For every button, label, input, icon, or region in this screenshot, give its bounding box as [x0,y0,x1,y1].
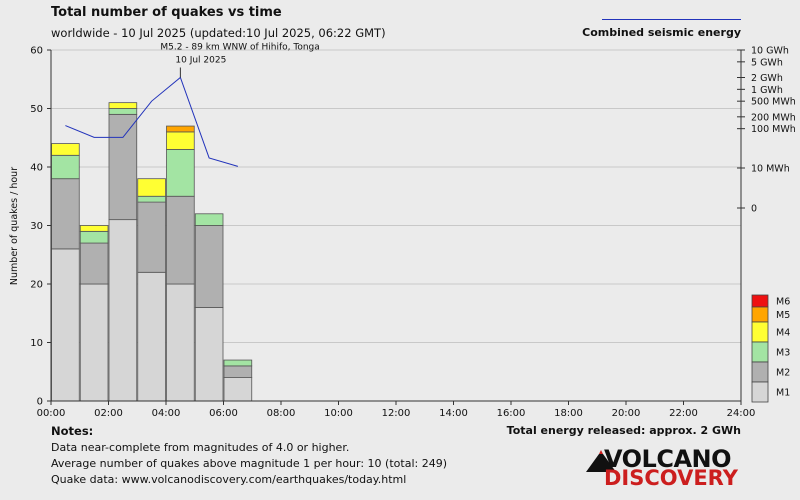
note-line: Quake data: www.volcanodiscovery.com/ear… [51,473,407,486]
energy-legend-line [602,19,741,20]
legend-swatch-m1 [751,381,769,403]
bar-segment-m1 [108,219,138,402]
bar-segment-m2 [166,195,195,285]
legend-swatch-m2 [751,361,769,383]
energy-tick-label: 200 MWh [751,112,796,123]
annotation-text: M5.2 - 89 km WNW of Hihifo, Tonga [160,42,319,52]
bar-segment-m3 [108,108,138,115]
bar-segment-m1 [137,271,166,402]
volcano-icon [586,450,616,472]
bar-segment-m4 [137,178,166,197]
y-tick-label: 0 [37,397,43,408]
energy-tick-label: 500 MWh [751,97,796,108]
energy-tick-label: 5 GWh [751,57,783,68]
chart-title: Total number of quakes vs time [51,5,282,20]
bar-segment-m3 [166,149,195,197]
legend-swatch-m4 [751,321,769,343]
bar-segment-m5 [166,125,195,133]
chart-subtitle: worldwide - 10 Jul 2025 (updated:10 Jul … [51,26,386,40]
bar-segment-m1 [223,377,253,402]
legend-label: M6 [776,297,790,308]
x-tick-label: 24:00 [727,408,756,419]
energy-tick-label: 2 GWh [751,73,783,84]
logo-text-bottom: DISCOVERY [604,466,738,490]
x-tick-label: 10:00 [324,408,353,419]
energy-tick-label: 100 MWh [751,124,796,135]
bar-segment-m4 [51,143,80,156]
bar-segment-m3 [194,213,224,226]
legend-swatch-m3 [751,341,769,363]
bar-segment-m1 [194,306,224,402]
x-tick-label: 14:00 [439,408,468,419]
x-tick-label: 02:00 [94,408,123,419]
legend-label: M2 [776,368,790,379]
energy-tick-label: 10 MWh [751,164,790,175]
energy-tick-label: 0 [751,204,757,215]
legend-swatch-m5 [751,306,769,323]
legend-label: M1 [776,388,790,399]
x-tick-label: 00:00 [37,408,66,419]
x-tick-label: 22:00 [669,408,698,419]
y-tick-label: 30 [30,221,43,232]
energy-line [65,76,239,167]
bar-segment-m2 [108,113,138,221]
legend-swatch-m6 [751,294,769,308]
bar-segment-m4 [166,131,195,150]
legend-label: M4 [776,328,790,339]
y-axis-label: Number of quakes / hour [9,167,20,285]
total-energy-label: Total energy released: approx. 2 GWh [506,424,741,437]
bar-segment-m1 [79,283,109,402]
notes-heading: Notes: [51,424,94,438]
bar-segment-m2 [137,201,166,273]
x-tick-label: 16:00 [497,408,526,419]
y-tick-label: 10 [30,338,43,349]
bar-segment-m2 [51,178,80,250]
x-tick-label: 04:00 [152,408,181,419]
bar-segment-m2 [223,365,253,378]
x-tick-label: 08:00 [267,408,296,419]
logo-text-top: VOLCANO [604,445,732,473]
legend-label: M3 [776,348,790,359]
bar-segment-m2 [194,225,224,308]
y-tick-label: 20 [30,280,43,291]
bar-segment-m3 [223,359,253,367]
bar-segment-m4 [108,102,138,109]
y-tick-label: 50 [30,104,43,115]
y-tick-label: 40 [30,163,43,174]
x-tick-label: 18:00 [554,408,583,419]
energy-tick-label: 1 GWh [751,85,783,96]
x-tick-label: 20:00 [612,408,641,419]
volcanodiscovery-logo: VOLCANO DISCOVERY [586,446,738,490]
note-line: Average number of quakes above magnitude… [51,457,447,470]
annotation-date: 10 Jul 2025 [175,55,226,65]
bar-segment-m1 [51,248,80,402]
energy-tick-label: 10 GWh [751,46,789,57]
x-tick-label: 06:00 [209,408,238,419]
legend-label: M5 [776,310,790,321]
energy-legend-label: Combined seismic energy [582,26,741,39]
bar-segment-m3 [79,230,109,244]
bar-segment-m4 [79,225,109,232]
bar-segment-m3 [51,154,80,180]
bar-segment-m2 [79,242,109,285]
y-tick-label: 60 [30,46,43,57]
bar-segment-m1 [166,283,195,402]
note-line: Data near-complete from magnitudes of 4.… [51,441,350,454]
x-tick-label: 12:00 [382,408,411,419]
bar-segment-m3 [137,195,166,203]
